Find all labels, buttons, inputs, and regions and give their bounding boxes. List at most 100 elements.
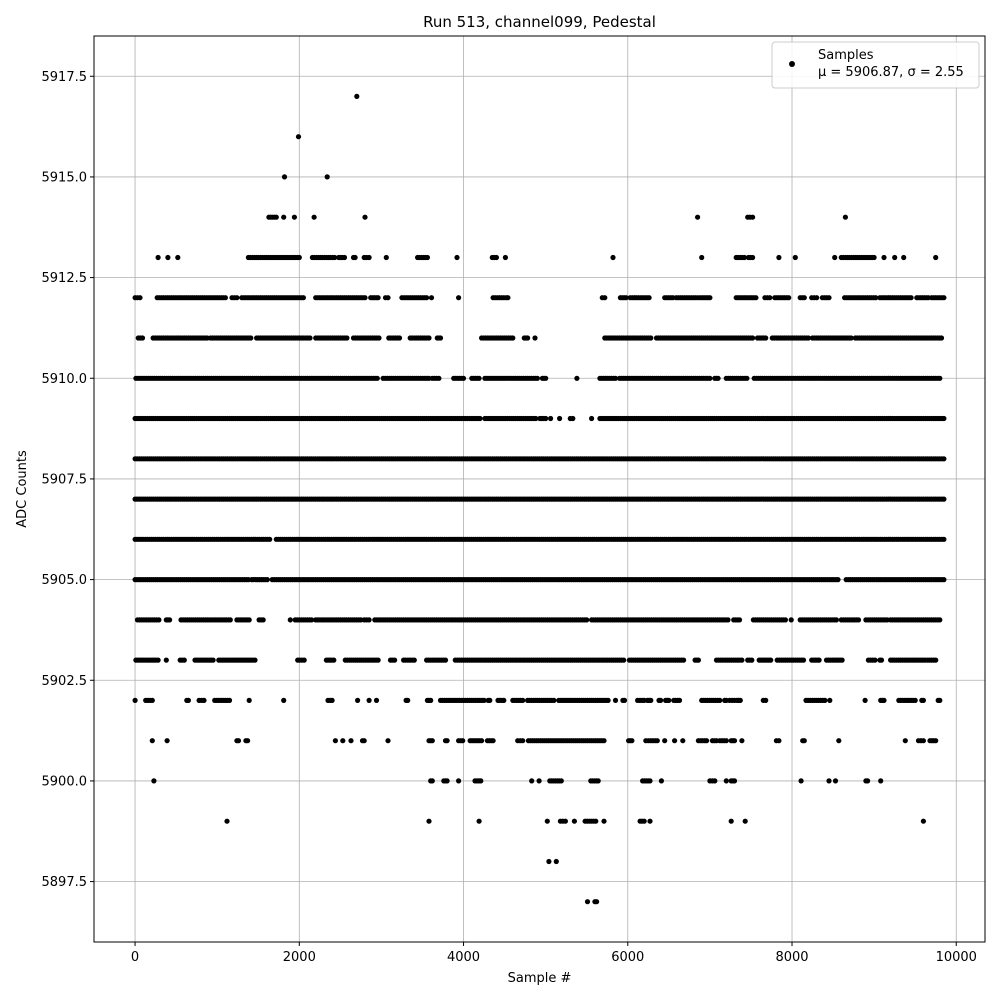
data-point (165, 254, 171, 261)
data-point (933, 738, 939, 744)
data-point (505, 295, 511, 301)
data-point (246, 697, 252, 704)
data-point (750, 214, 756, 220)
data-point (941, 456, 947, 462)
data-point (175, 254, 181, 261)
data-point (593, 818, 599, 824)
data-point (941, 415, 947, 422)
data-point (264, 577, 270, 583)
y-tick-label: 5912.5 (42, 271, 88, 286)
data-point (776, 254, 782, 261)
data-point (396, 335, 403, 341)
data-point (836, 738, 842, 744)
data-point (520, 697, 526, 704)
data-point (442, 657, 449, 663)
data-point (902, 738, 908, 744)
data-point (366, 617, 372, 623)
data-point (385, 295, 391, 301)
data-point (291, 214, 297, 220)
data-point (502, 254, 508, 261)
data-point (941, 577, 947, 583)
data-point (571, 818, 578, 824)
data-point (444, 738, 450, 744)
data-point (332, 738, 338, 744)
data-point (405, 697, 411, 704)
x-tick-label: 0 (131, 950, 139, 965)
data-point (181, 657, 187, 663)
data-point (707, 295, 713, 301)
data-point (510, 335, 516, 341)
plot-area-frame (93, 35, 986, 943)
data-point (309, 617, 315, 623)
data-point (742, 818, 748, 824)
data-point (855, 617, 862, 623)
data-point (736, 617, 743, 623)
data-point (621, 657, 627, 663)
data-point (666, 697, 672, 704)
data-point (424, 254, 430, 261)
data-point (744, 375, 750, 381)
data-point (941, 496, 947, 502)
y-tick-label: 5905.0 (42, 573, 88, 588)
data-point (376, 335, 382, 341)
data-point (648, 697, 654, 704)
data-point (246, 617, 252, 623)
data-point (704, 738, 710, 744)
data-point (529, 778, 535, 784)
data-point (460, 738, 466, 744)
data-point (892, 254, 898, 261)
data-point (641, 818, 647, 824)
data-point (392, 657, 398, 663)
data-point (426, 335, 432, 341)
legend-series-stats: μ = 5906.87, σ = 2.55 (818, 65, 964, 80)
data-point (725, 617, 731, 623)
x-tick-label: 8000 (775, 950, 808, 965)
data-point (835, 577, 841, 583)
data-point (558, 778, 564, 784)
data-point (361, 738, 367, 744)
data-point (557, 415, 563, 422)
data-point (798, 778, 804, 784)
data-point (920, 738, 927, 744)
data-point (476, 375, 482, 381)
data-point (235, 738, 242, 744)
data-point (612, 375, 619, 381)
data-point (273, 214, 279, 220)
data-point (155, 657, 161, 663)
data-point (167, 617, 173, 623)
data-point (362, 214, 368, 220)
data-point (375, 657, 381, 663)
data-point (832, 254, 838, 261)
y-tick-label: 5915.0 (42, 170, 88, 185)
x-tick-label: 10000 (936, 950, 977, 965)
data-point (654, 738, 660, 744)
data-point (493, 254, 499, 261)
data-point (281, 174, 288, 180)
data-point (479, 738, 485, 744)
data-point (872, 657, 878, 663)
data-point (454, 254, 460, 261)
data-point (534, 375, 541, 381)
data-point (739, 657, 745, 663)
data-point (300, 295, 306, 301)
data-point (501, 697, 507, 704)
data-point (437, 335, 444, 341)
data-point (707, 375, 713, 381)
legend-marker (789, 61, 795, 67)
data-point (589, 415, 595, 422)
data-point (296, 254, 302, 261)
data-point (595, 778, 601, 784)
data-point (332, 254, 338, 261)
data-point (460, 375, 467, 381)
y-tick-label: 5900.0 (42, 774, 88, 789)
data-point (680, 738, 686, 744)
data-point (366, 697, 372, 704)
data-point (647, 818, 653, 824)
y-axis-ticks: 5897.5 5900.0 5902.5 5905.0 5907.5 5910.0 5912… (42, 70, 94, 890)
data-point (544, 818, 550, 824)
data-point (715, 375, 721, 381)
data-point (155, 254, 161, 261)
data-point (878, 657, 885, 663)
data-point (623, 295, 629, 301)
